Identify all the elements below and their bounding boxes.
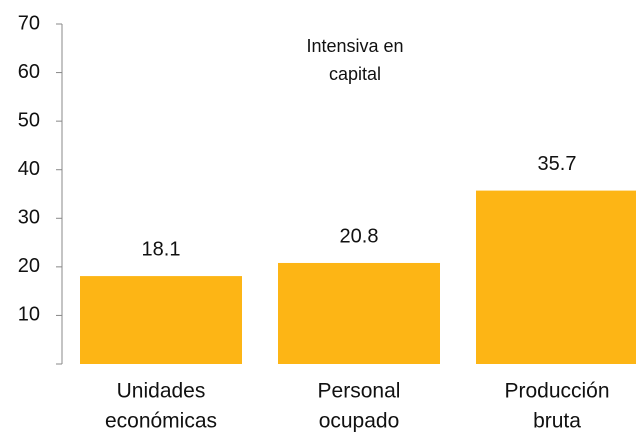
value-label: 18.1 (142, 238, 181, 260)
bar (278, 262, 440, 364)
x-tick-label: económicas (105, 410, 217, 433)
y-tick-label: 70 (18, 12, 40, 34)
x-tick-label: Personal (318, 380, 401, 403)
x-tick-label: bruta (533, 410, 581, 433)
annotation: capital (329, 64, 381, 84)
y-tick-label: 20 (18, 255, 40, 277)
y-tick-label: 40 (18, 158, 40, 180)
x-tick-label: Producción (504, 380, 609, 403)
y-tick-label: 50 (18, 109, 40, 131)
value-label: 20.8 (340, 225, 379, 247)
value-label: 35.7 (538, 153, 577, 175)
annotation: Intensiva en (306, 36, 403, 56)
bar (80, 276, 242, 364)
x-tick-label: Unidades (117, 380, 206, 403)
bar (476, 190, 636, 364)
y-tick-label: 30 (18, 207, 40, 229)
y-tick-label: 10 (18, 304, 40, 326)
x-tick-label: ocupado (319, 410, 400, 433)
y-tick-label: 60 (18, 61, 40, 83)
